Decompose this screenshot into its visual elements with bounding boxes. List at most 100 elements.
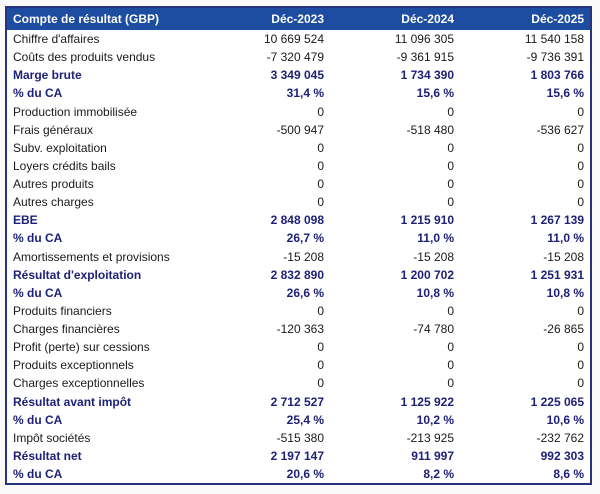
table-body: Chiffre d'affaires 10 669 524 11 096 305 11… (7, 30, 590, 484)
table-row: Loyers crédits bails 0 0 0 (7, 156, 590, 175)
cell-value: 0 (577, 303, 584, 318)
table-row: Produits exceptionnels 0 0 0 (7, 356, 590, 375)
cell-value: 31,4 % (286, 86, 324, 101)
cell-value: 2 848 098 (270, 213, 324, 228)
cell-value: -500 947 (276, 122, 324, 137)
cell-value: 10,8 % (546, 285, 584, 300)
row-label: % du CA (13, 467, 63, 482)
row-label: % du CA (13, 285, 63, 300)
cell-value: 10,2 % (416, 412, 454, 427)
cell-value: 0 (577, 376, 584, 391)
cell-value: 0 (317, 340, 324, 355)
cell-value: 0 (577, 158, 584, 173)
cell-value: 2 832 890 (270, 267, 324, 282)
cell-value: 8,6 % (553, 467, 584, 482)
cell-value: 0 (317, 195, 324, 210)
cell-value: 0 (447, 140, 454, 155)
cell-value: -9 736 391 (526, 50, 584, 65)
cell-value: 1 225 065 (530, 394, 584, 409)
cell-value: 26,6 % (286, 285, 324, 300)
cell-value: -9 361 915 (396, 50, 454, 65)
table-row: Coûts des produits vendus -7 320 479 -9 36… (7, 48, 590, 67)
cell-value: -74 780 (413, 322, 454, 337)
table-row: Autres produits 0 0 0 (7, 175, 590, 194)
cell-value: -232 762 (536, 430, 584, 445)
row-label: EBE (13, 213, 38, 228)
row-label: Impôt sociétés (13, 430, 91, 445)
cell-value: 0 (317, 140, 324, 155)
cell-value: 0 (317, 376, 324, 391)
cell-value: 0 (447, 376, 454, 391)
column-header: Déc-2023 (271, 12, 324, 26)
cell-value: 0 (577, 358, 584, 373)
cell-value: 0 (317, 177, 324, 192)
row-label: Charges financières (13, 322, 120, 337)
table-row: Profit (perte) sur cessions 0 0 0 (7, 338, 590, 357)
cell-value: 0 (447, 358, 454, 373)
table-header-row: Compte de résultat (GBP) Déc-2023 Déc-202… (7, 8, 590, 30)
cell-value: 11 540 158 (524, 32, 584, 47)
table-row: % du CA 31,4 % 15,6 % 15,6 % (7, 84, 590, 103)
table-row: Marge brute 3 349 045 1 734 390 1 803 766 (7, 66, 590, 85)
row-label: Frais généraux (13, 122, 94, 137)
cell-value: 0 (577, 104, 584, 119)
cell-value: 0 (447, 340, 454, 355)
cell-value: -515 380 (276, 430, 324, 445)
cell-value: 11,0 % (417, 231, 454, 246)
table-row: % du CA 25,4 % 10,2 % 10,6 % (7, 410, 590, 429)
table-row: % du CA 20,6 % 8,2 % 8,6 % (7, 465, 590, 484)
column-header: Déc-2025 (531, 12, 584, 26)
cell-value: -518 480 (406, 122, 454, 137)
cell-value: 15,6 % (546, 86, 584, 101)
cell-value: 0 (317, 303, 324, 318)
cell-value: -7 320 479 (266, 50, 324, 65)
cell-value: 1 125 922 (400, 394, 454, 409)
cell-value: 1 267 139 (530, 213, 584, 228)
row-label: Charges exceptionnelles (13, 376, 145, 391)
cell-value: 8,2 % (423, 467, 454, 482)
row-label: % du CA (13, 86, 63, 101)
table-row: Amortissements et provisions -15 208 -15 2… (7, 247, 590, 266)
cell-value: 10 669 524 (263, 32, 324, 47)
row-label: Production immobilisée (13, 104, 138, 119)
cell-value: 1 734 390 (400, 68, 454, 83)
row-label: Autres produits (13, 177, 94, 192)
cell-value: 0 (577, 340, 584, 355)
cell-value: 0 (447, 158, 454, 173)
cell-value: 0 (447, 104, 454, 119)
table-row: Charges financières -120 363 -74 780 -26 86… (7, 320, 590, 339)
cell-value: 3 349 045 (270, 68, 324, 83)
row-label: Chiffre d'affaires (13, 32, 100, 47)
cell-value: 1 803 766 (530, 68, 584, 83)
cell-value: 0 (447, 177, 454, 192)
cell-value: 0 (317, 158, 324, 173)
table-row: % du CA 26,7 % 11,0 % 11,0 % (7, 229, 590, 248)
table-row: Chiffre d'affaires 10 669 524 11 096 305 11… (7, 30, 590, 49)
cell-value: 911 997 (411, 448, 454, 463)
income-statement-table: Compte de résultat (GBP) Déc-2023 Déc-202… (5, 6, 592, 485)
table-row: Résultat avant impôt 2 712 527 1 125 922 1 … (7, 392, 590, 411)
row-label: Loyers crédits bails (13, 158, 116, 173)
row-label: Résultat net (13, 448, 82, 463)
cell-value: 20,6 % (286, 467, 324, 482)
cell-value: 992 303 (540, 448, 584, 463)
cell-value: -26 865 (543, 322, 584, 337)
cell-value: -15 208 (413, 249, 454, 264)
cell-value: -120 363 (276, 322, 324, 337)
table-row: Autres charges 0 0 0 (7, 193, 590, 212)
table-row: Frais généraux -500 947 -518 480 -536 627 (7, 120, 590, 139)
cell-value: 0 (317, 358, 324, 373)
cell-value: 11,0 % (547, 231, 584, 246)
row-label: Marge brute (13, 68, 82, 83)
cell-value: 10,6 % (546, 412, 584, 427)
cell-value: -15 208 (283, 249, 324, 264)
cell-value: 10,8 % (416, 285, 454, 300)
table-row: % du CA 26,6 % 10,8 % 10,8 % (7, 283, 590, 302)
row-label: % du CA (13, 231, 63, 246)
row-label: Résultat d'exploitation (13, 267, 142, 282)
table-row: EBE 2 848 098 1 215 910 1 267 139 (7, 211, 590, 230)
cell-value: 15,6 % (416, 86, 454, 101)
row-label: % du CA (13, 412, 63, 427)
table-title: Compte de résultat (GBP) (13, 12, 160, 26)
cell-value: 26,7 % (286, 231, 324, 246)
